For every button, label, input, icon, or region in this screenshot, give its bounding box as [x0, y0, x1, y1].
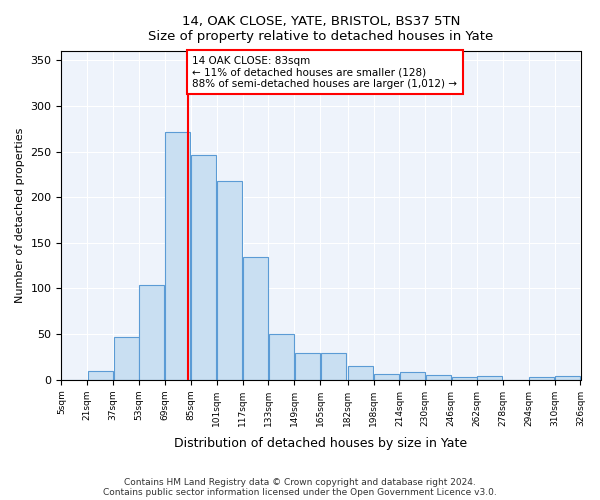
Bar — [191, 155, 216, 380]
Bar — [348, 366, 373, 380]
Bar — [113, 337, 139, 380]
Bar — [555, 376, 580, 380]
Bar — [374, 374, 399, 380]
Bar — [478, 376, 502, 380]
Bar — [243, 256, 268, 380]
Bar — [529, 377, 554, 380]
Bar — [217, 181, 242, 380]
Text: 14 OAK CLOSE: 83sqm
← 11% of detached houses are smaller (128)
88% of semi-detac: 14 OAK CLOSE: 83sqm ← 11% of detached ho… — [193, 56, 457, 89]
Text: Contains HM Land Registry data © Crown copyright and database right 2024.
Contai: Contains HM Land Registry data © Crown c… — [103, 478, 497, 497]
Title: 14, OAK CLOSE, YATE, BRISTOL, BS37 5TN
Size of property relative to detached hou: 14, OAK CLOSE, YATE, BRISTOL, BS37 5TN S… — [148, 15, 494, 43]
Bar — [166, 132, 190, 380]
Bar — [452, 377, 476, 380]
Bar — [320, 354, 346, 380]
Bar — [425, 375, 451, 380]
Bar — [295, 354, 320, 380]
Bar — [400, 372, 425, 380]
Bar — [88, 370, 113, 380]
Y-axis label: Number of detached properties: Number of detached properties — [15, 128, 25, 303]
Bar — [139, 285, 164, 380]
Bar — [269, 334, 294, 380]
X-axis label: Distribution of detached houses by size in Yate: Distribution of detached houses by size … — [175, 437, 467, 450]
